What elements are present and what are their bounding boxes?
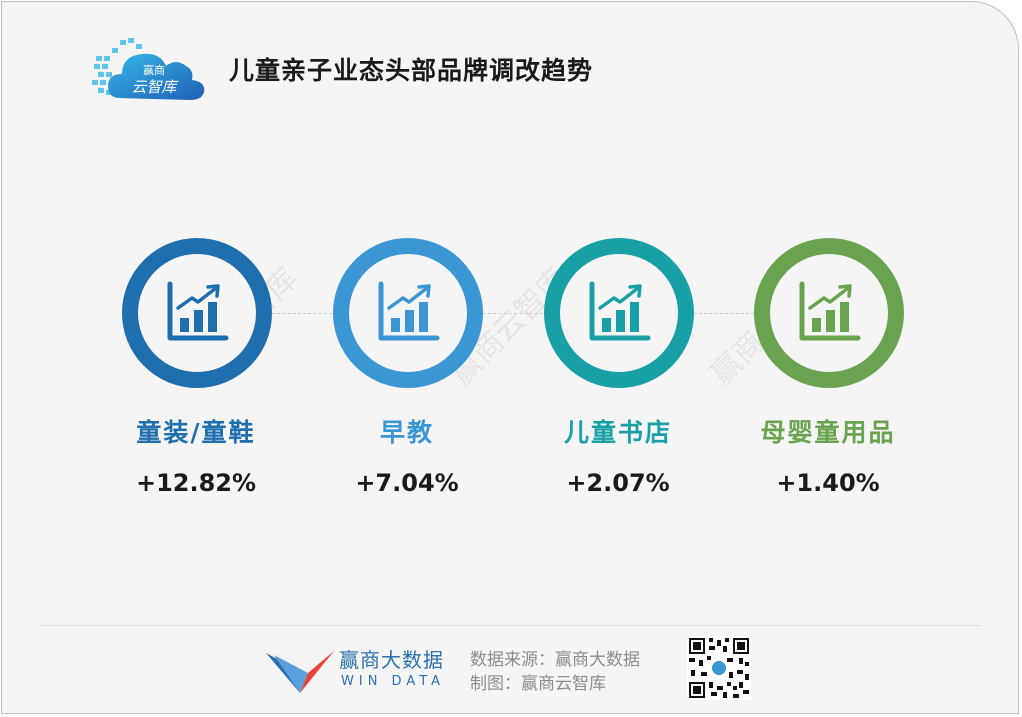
svg-text:云智库: 云智库: [131, 78, 179, 96]
metric-label: 早教: [379, 418, 434, 447]
growth-chart-icon: [799, 281, 861, 341]
data-source-text: 数据来源：赢商大数据: [470, 650, 640, 670]
yingshang-cloud-logo-icon: 赢商 云智库: [92, 38, 205, 100]
growth-chart-icon: [378, 281, 440, 341]
connector-line: [694, 313, 754, 314]
metric-value: +2.07%: [566, 469, 670, 497]
connector-line: [272, 313, 332, 314]
growth-chart-icon: [589, 281, 651, 341]
brand-name: 赢商大数据: [339, 648, 444, 672]
connector-line: [483, 313, 543, 314]
metric-label: 童装/童鞋: [136, 418, 256, 447]
chart-credit-text: 制图：赢商云智库: [470, 674, 606, 694]
metric-value: +1.40%: [776, 469, 880, 497]
metric-ring: [122, 238, 272, 388]
metric-label: 儿童书店: [563, 418, 672, 447]
footer-divider: [40, 625, 980, 626]
metric-value: +7.04%: [355, 469, 459, 497]
growth-chart-icon: [167, 281, 229, 341]
metric-ring: [333, 238, 483, 388]
metric-label: 母婴童用品: [760, 418, 896, 447]
brand-subtitle: WIN DATA: [341, 674, 446, 689]
svg-text:赢商: 赢商: [143, 63, 165, 77]
metric-ring: [754, 238, 904, 388]
metric-ring: [544, 238, 694, 388]
page-title: 儿童亲子业态头部品牌调改趋势: [229, 56, 594, 85]
metric-value: +12.82%: [135, 469, 257, 497]
win-data-logo-icon: [266, 651, 334, 693]
qr-code-icon: [687, 636, 751, 700]
